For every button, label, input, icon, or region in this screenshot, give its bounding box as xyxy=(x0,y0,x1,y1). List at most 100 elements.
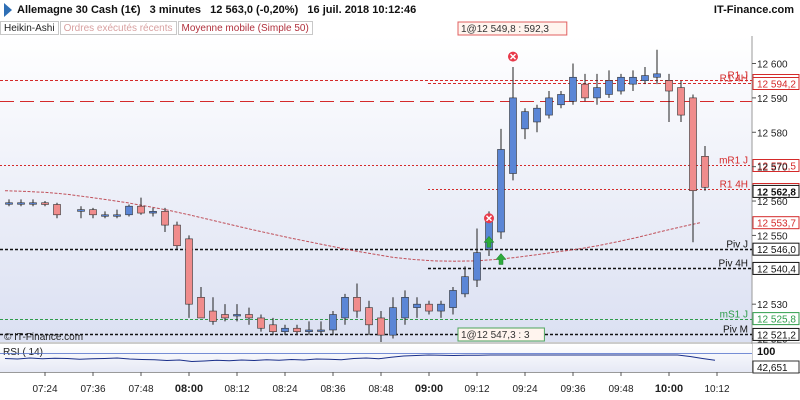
candles xyxy=(5,49,709,342)
x-tick-label: 07:36 xyxy=(80,384,105,395)
price-box xyxy=(752,242,800,256)
rsi-indicator: RSI ( 14) 100 42,651 xyxy=(0,346,800,374)
candle-body xyxy=(305,329,313,332)
x-tick-label: 10:00 xyxy=(655,383,683,395)
level-label: mR1 J xyxy=(719,156,748,167)
y-tick-label: 12 600 xyxy=(757,60,788,71)
x-tick-label: 10:12 xyxy=(704,384,729,395)
y-tick-label: 12 570 xyxy=(757,163,788,174)
candle-body xyxy=(641,75,649,81)
candle-body xyxy=(557,94,565,106)
candle-body xyxy=(17,202,25,205)
candle-body xyxy=(497,149,505,233)
candle-body xyxy=(341,297,349,319)
candle-body xyxy=(629,76,637,85)
level-label: R1 4H xyxy=(720,180,748,191)
x-tick-label: 08:24 xyxy=(272,384,297,395)
candle-body xyxy=(173,224,181,247)
candle-body xyxy=(653,73,661,78)
candle-body xyxy=(365,307,373,326)
candle-body xyxy=(617,76,625,92)
close-icon xyxy=(485,215,493,222)
tab-recent-orders[interactable]: Ordres exécutés récents xyxy=(59,21,177,35)
candle-body xyxy=(689,97,697,192)
tab-heikin-ashi[interactable]: Heikin-Ashi xyxy=(0,21,59,35)
tab-moving-average[interactable]: Moyenne mobile (Simple 50) xyxy=(177,21,313,35)
candle-body xyxy=(233,314,241,317)
price-box-label: 12 562,8 xyxy=(757,187,796,198)
level-label: Piv J xyxy=(726,240,748,251)
instrument-title: Allemagne 30 Cash (1€) 3 minutes 12 563,… xyxy=(17,4,417,16)
trade-label: 1@12 547,3 : 3 xyxy=(461,330,530,341)
candle-body xyxy=(185,238,193,305)
level-axis-label: 12 570,5 xyxy=(757,162,796,173)
x-tick-label: 08:36 xyxy=(320,384,345,395)
candle-body xyxy=(257,317,265,329)
x-tick-label: 08:12 xyxy=(224,384,249,395)
plot-area xyxy=(0,36,752,342)
level-axis-label: 12 594,2 xyxy=(757,80,796,91)
trade-label-box xyxy=(457,327,545,342)
x-tick-label: 08:00 xyxy=(175,383,203,395)
candle-body xyxy=(521,111,529,130)
brand-logo: IT-Finance.com xyxy=(713,4,794,16)
price-box xyxy=(752,327,800,341)
price-box xyxy=(752,312,800,326)
candle-body xyxy=(401,297,409,319)
time-axis: 07:24 07:36 07:48 08:00 08:12 08:24 08:36 08:48… xyxy=(32,372,730,395)
candle-body xyxy=(5,202,13,205)
candle-body xyxy=(29,202,37,205)
candle-body xyxy=(137,205,145,214)
y-tick-label: 12 580 xyxy=(757,128,788,139)
sma-line xyxy=(4,190,701,262)
price-box-label: 12 553,7 xyxy=(757,219,796,230)
close-icon xyxy=(509,53,517,60)
candle-body xyxy=(461,276,469,295)
candle-body xyxy=(125,205,133,216)
rsi-tick-label: 100 xyxy=(757,346,775,358)
candle-body xyxy=(245,314,253,319)
candle-body xyxy=(389,307,397,336)
y-tick-label: 12 560 xyxy=(757,197,788,208)
candle-body xyxy=(545,97,553,116)
candle-body xyxy=(149,211,157,214)
candle-body xyxy=(353,297,361,312)
candle-body xyxy=(269,324,277,332)
x-tick-label: 09:48 xyxy=(608,384,633,395)
level-axis-box xyxy=(752,159,800,172)
play-icon[interactable] xyxy=(4,3,12,17)
candle-body xyxy=(593,87,601,99)
price-box-label: 12 546,0 xyxy=(757,245,796,256)
candle-body xyxy=(665,80,673,92)
x-tick-label: 07:48 xyxy=(128,384,153,395)
level-label: R1 J xyxy=(727,71,748,82)
candle-body xyxy=(425,303,433,312)
price-box xyxy=(752,216,800,230)
x-tick-label: 09:12 xyxy=(464,384,489,395)
candle-body xyxy=(293,327,301,332)
y-tick-label: 12 550 xyxy=(757,231,788,242)
watermark: © IT-Finance.com xyxy=(4,332,83,343)
indicator-tabs: Heikin-Ashi Ordres exécutés récents Moye… xyxy=(0,21,314,35)
candle-body xyxy=(605,80,613,95)
candle-body xyxy=(113,214,121,217)
x-tick-label: 09:00 xyxy=(415,383,443,395)
x-tick-label: 08:48 xyxy=(368,384,393,395)
x-tick-label: 07:24 xyxy=(32,384,57,395)
candle-body xyxy=(317,329,325,332)
candle-body xyxy=(161,211,169,226)
candle-body xyxy=(449,290,457,308)
rsi-panel xyxy=(0,344,752,372)
trade-label-box xyxy=(457,21,568,36)
candle-body xyxy=(209,310,217,322)
trade-markers: 1@12 549,8 : 592,3 1@12 547,3 : 3 xyxy=(457,21,568,342)
candle-body xyxy=(77,209,85,212)
candle-body xyxy=(329,314,337,331)
price-box-label: 12 521,2 xyxy=(757,330,796,341)
rsi-value-label: 42,651 xyxy=(757,363,788,374)
candle-body xyxy=(533,107,541,123)
level-label: R1 4H xyxy=(720,74,748,85)
